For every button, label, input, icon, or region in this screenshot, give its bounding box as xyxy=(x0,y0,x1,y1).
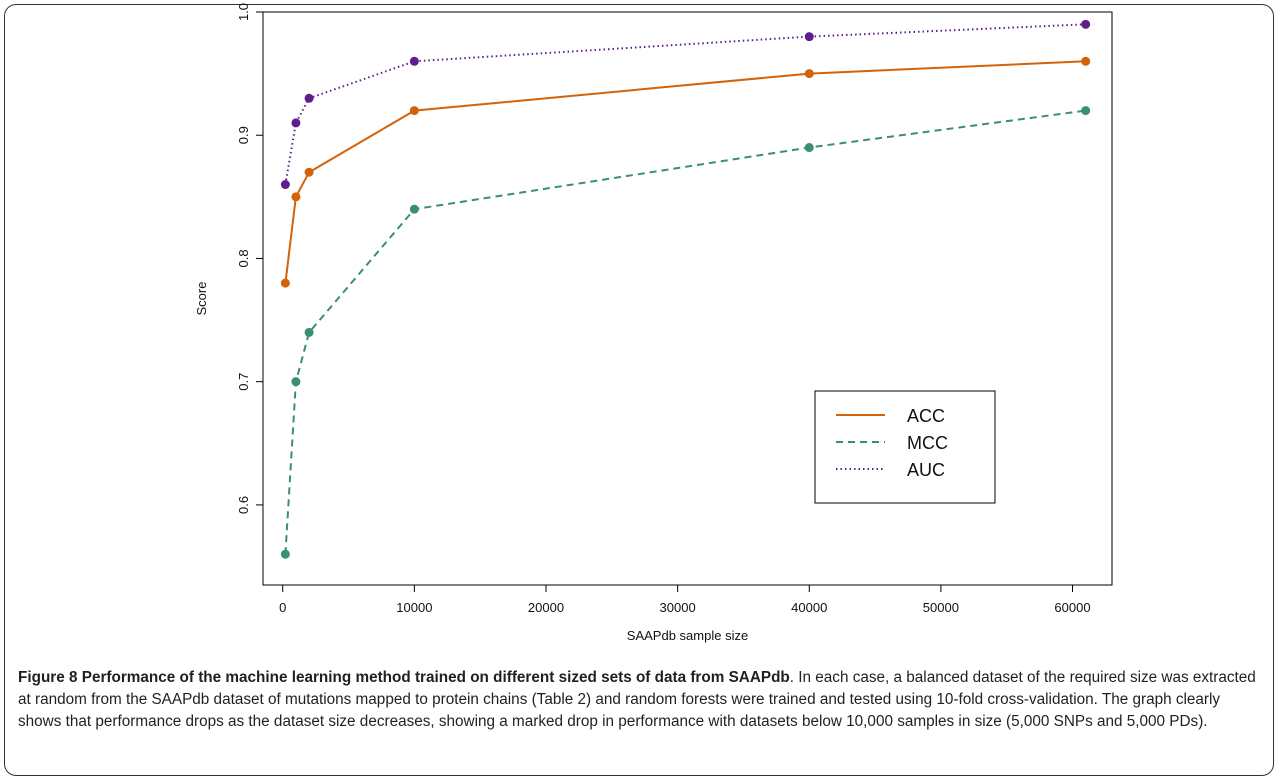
plot-area xyxy=(262,11,1113,586)
figure-frame xyxy=(4,4,1274,776)
series-layer xyxy=(280,19,1091,559)
auc-point xyxy=(280,180,290,190)
y-tick-label: 1.0 xyxy=(236,3,251,21)
figure-caption: Figure 8 Performance of the machine lear… xyxy=(18,667,1264,733)
auc-point xyxy=(804,32,814,42)
acc-point xyxy=(409,106,419,116)
x-axis-label: SAAPdb sample size xyxy=(627,628,748,643)
mcc-line xyxy=(284,109,1086,555)
mcc-point xyxy=(280,549,290,559)
auc-point xyxy=(304,93,314,103)
x-tick-label: 30000 xyxy=(660,600,696,615)
mcc-point xyxy=(304,327,314,337)
auc-line xyxy=(284,23,1086,185)
y-tick-label: 0.9 xyxy=(236,126,251,144)
mcc-point xyxy=(291,377,301,387)
mcc-point xyxy=(1081,106,1091,116)
legend-label-mcc: MCC xyxy=(907,433,948,453)
acc-point xyxy=(280,278,290,288)
legend-box xyxy=(814,390,996,504)
x-tick-label: 60000 xyxy=(1054,600,1090,615)
mcc-point xyxy=(409,204,419,214)
x-tick-label: 40000 xyxy=(791,600,827,615)
auc-point xyxy=(1081,19,1091,29)
acc-point xyxy=(304,167,314,177)
x-tick-label: 10000 xyxy=(396,600,432,615)
y-tick-label: 0.6 xyxy=(236,496,251,514)
x-tick-label: 50000 xyxy=(923,600,959,615)
legend: ACC MCC AUC xyxy=(814,390,996,504)
legend-label-auc: AUC xyxy=(907,460,945,480)
acc-point xyxy=(1081,56,1091,66)
y-tick-label: 0.7 xyxy=(236,373,251,391)
legend-label-acc: ACC xyxy=(907,406,945,426)
caption-title: Figure 8 Performance of the machine lear… xyxy=(18,669,790,686)
y-axis-label: Score xyxy=(194,282,209,316)
series-auc xyxy=(280,19,1091,190)
series-acc xyxy=(280,56,1091,288)
acc-point xyxy=(804,69,814,79)
y-axis: 0.6 0.7 0.8 0.9 1.0 xyxy=(236,3,263,514)
acc-line xyxy=(284,60,1086,284)
auc-point xyxy=(409,56,419,66)
y-tick-label: 0.8 xyxy=(236,249,251,267)
auc-point xyxy=(291,118,301,128)
series-mcc xyxy=(280,106,1091,559)
x-tick-label: 0 xyxy=(279,600,286,615)
x-axis: 0 10000 20000 30000 40000 50000 60000 xyxy=(279,585,1091,615)
caption-body: . In each case, a balanced dataset of th… xyxy=(18,669,1256,730)
acc-point xyxy=(291,192,301,202)
x-tick-label: 20000 xyxy=(528,600,564,615)
mcc-point xyxy=(804,143,814,153)
